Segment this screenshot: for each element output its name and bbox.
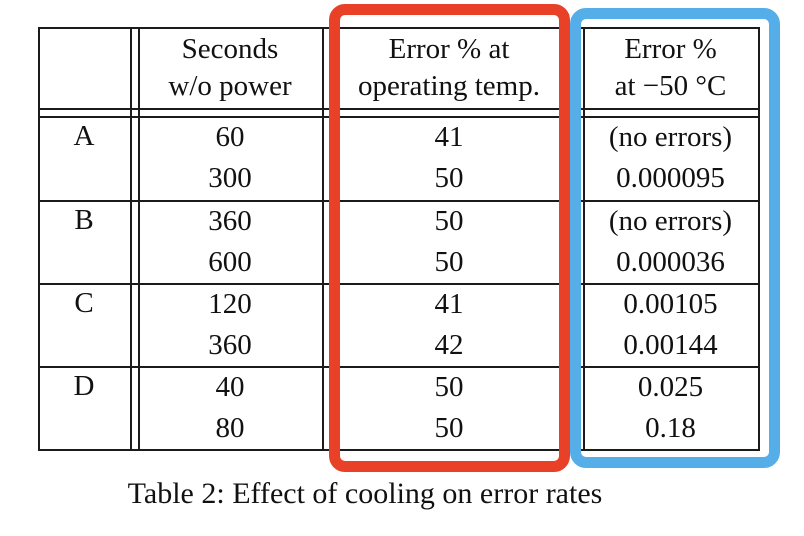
table-cell: 300	[208, 162, 252, 194]
group-separator-ab	[38, 200, 760, 202]
table-cell: 600	[208, 245, 252, 278]
double-rule-col1-b	[138, 27, 140, 451]
table-cell: 50	[434, 162, 464, 194]
header-seconds-line1: Seconds	[181, 32, 279, 65]
table-cell: 50	[434, 370, 464, 403]
red-annotation-box	[329, 4, 570, 472]
header-error-cold-line1: Error %	[624, 32, 717, 65]
group-d-error-operating: 50 50	[331, 366, 567, 449]
group-c-error-operating: 41 42	[331, 283, 567, 366]
table-cell: (no errors)	[608, 121, 733, 153]
header-cell-error-operating: Error % at operating temp.	[331, 27, 567, 108]
table-border-bottom	[38, 449, 760, 451]
group-a-seconds: 60 300	[138, 116, 322, 200]
table-cell: 40	[215, 370, 245, 403]
group-b-error-cold: (no errors) 0.000036	[583, 200, 758, 283]
header-error-op-line1: Error % at	[388, 32, 510, 65]
table-cell: 360	[208, 328, 252, 361]
header-seconds-line2: w/o power	[168, 69, 292, 102]
header-error-cold-line2: at −50 °C	[614, 69, 727, 102]
header-double-rule-a	[38, 108, 760, 110]
table-cell: 60	[215, 121, 245, 153]
group-b-error-operating: 50 50	[331, 200, 567, 283]
group-separator-bc	[38, 283, 760, 285]
header-cell-seconds: Seconds w/o power	[138, 27, 322, 108]
double-rule-col1-a	[130, 27, 132, 451]
table-cell: 0.00144	[623, 328, 718, 361]
group-c-seconds: 120 360	[138, 283, 322, 366]
group-separator-cd	[38, 366, 760, 368]
table-cell: 50	[434, 245, 464, 278]
results-table: Seconds w/o power Error % at operating t…	[38, 27, 760, 451]
header-double-rule-b	[38, 116, 760, 118]
table-cell: (no errors)	[608, 204, 733, 237]
header-cell-error-cold: Error % at −50 °C	[583, 27, 758, 108]
group-d-label: D	[73, 370, 95, 402]
table-cell: 41	[434, 287, 464, 320]
table-cell: 50	[434, 204, 464, 237]
table-cell: 0.00105	[623, 287, 718, 320]
blue-annotation-box	[570, 8, 780, 468]
table-border-left	[38, 27, 40, 451]
table-cell: 0.025	[637, 370, 704, 403]
table-cell: 50	[434, 411, 464, 444]
table-cell: 42	[434, 328, 464, 361]
rule-col3-col4-b	[583, 27, 585, 451]
header-error-op-line2: operating temp.	[357, 69, 540, 102]
group-a-error-operating: 41 50	[331, 116, 567, 200]
group-d-seconds: 40 80	[138, 366, 322, 449]
group-c-label: C	[74, 287, 94, 319]
table-cell: 120	[208, 287, 252, 320]
table-cell: 0.000036	[616, 245, 725, 278]
group-c-error-cold: 0.00105 0.00144	[583, 283, 758, 366]
group-a-error-cold: (no errors) 0.000095	[583, 116, 758, 200]
group-b-seconds: 360 600	[138, 200, 322, 283]
table-cell: 0.000095	[616, 162, 725, 194]
table-border-top	[38, 27, 760, 29]
table-cell: 0.18	[645, 411, 696, 444]
table-cell: 80	[215, 411, 245, 444]
table-caption: Table 2: Effect of cooling on error rate…	[127, 477, 603, 510]
group-b-label: B	[74, 204, 94, 236]
table-border-right	[758, 27, 760, 451]
group-a-label: A	[73, 120, 95, 152]
table-cell: 41	[434, 121, 464, 153]
rule-col2-col3-a	[322, 27, 324, 451]
table-cell: 360	[208, 204, 252, 237]
group-d-error-cold: 0.025 0.18	[583, 366, 758, 449]
